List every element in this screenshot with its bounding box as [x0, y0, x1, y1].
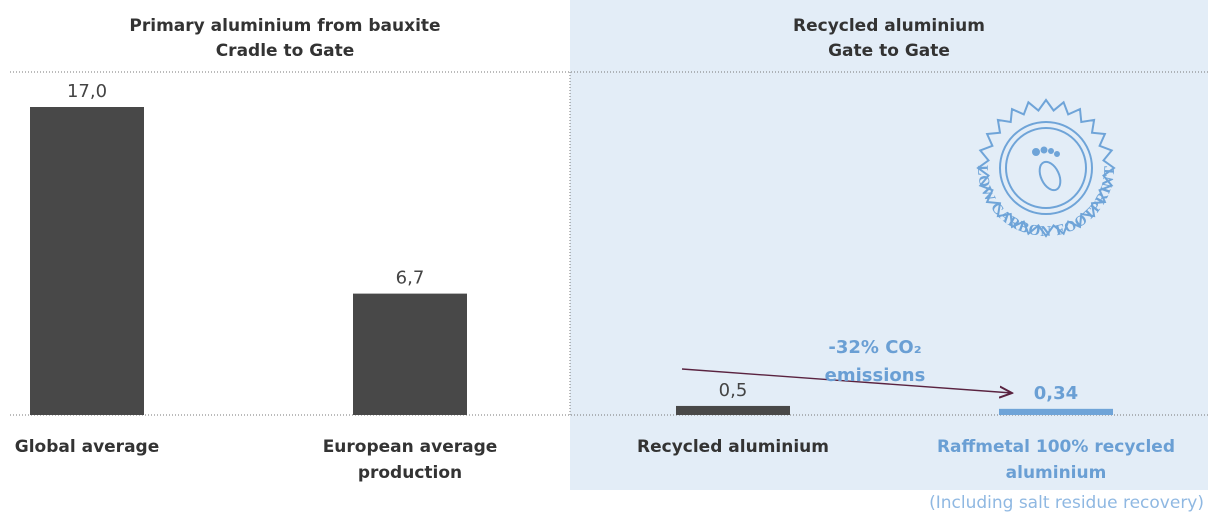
annotation: -32% CO₂ emissions [824, 337, 926, 386]
category-label: Recycled aluminium [637, 437, 829, 457]
group-header: Recycled aluminium Gate to Gate [570, 14, 1208, 64]
note: (Including salt residue recovery) [929, 493, 1204, 513]
group-title: Primary aluminium from bauxite [129, 16, 441, 36]
badge-star [976, 98, 1116, 238]
badge-ring [1005, 127, 1087, 209]
recycled-panel [570, 0, 1208, 490]
value-label: 17,0 [67, 81, 107, 102]
badge-icon [1032, 148, 1040, 156]
category-label: Raffmetal 100% recycled aluminium [936, 437, 1176, 483]
category-label: European average production [322, 437, 498, 483]
badge-icon [1054, 151, 1060, 157]
badge-icon [1048, 148, 1054, 154]
bar [999, 408, 1113, 415]
group-title: Recycled aluminium [793, 16, 985, 36]
group-title: Gate to Gate [828, 41, 950, 61]
bar [676, 405, 790, 415]
badge-icon [1040, 146, 1048, 154]
group-title: Cradle to Gate [215, 41, 355, 61]
arrow [681, 368, 1012, 393]
category-label: Global average [14, 437, 160, 457]
value-label: 0,34 [1034, 383, 1078, 404]
badge-icon [1038, 160, 1062, 192]
value-label: 6,7 [396, 268, 425, 289]
badge [976, 98, 1116, 238]
bar [353, 293, 467, 415]
value-label: 0,5 [719, 380, 748, 401]
badge-ring [999, 121, 1093, 215]
bar [30, 107, 144, 415]
group-header: Primary aluminium from bauxite Cradle to… [0, 14, 570, 64]
